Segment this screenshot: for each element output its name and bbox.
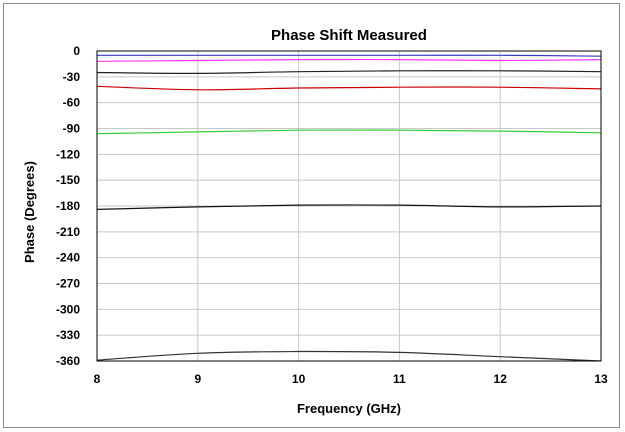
y-tick-label: -300 bbox=[56, 302, 80, 316]
chart-title: Phase Shift Measured bbox=[271, 27, 427, 44]
y-tick-label: 0 bbox=[73, 44, 80, 58]
x-tick-label: 10 bbox=[292, 372, 306, 386]
y-tick-label: -180 bbox=[56, 199, 80, 213]
y-tick-label: -90 bbox=[63, 122, 81, 136]
x-tick-label: 9 bbox=[194, 372, 201, 386]
series-line-5 bbox=[96, 129, 602, 135]
y-tick-label: -120 bbox=[56, 147, 80, 161]
series-line-2 bbox=[96, 58, 602, 62]
x-tick-label: 12 bbox=[494, 372, 508, 386]
x-tick-label: 8 bbox=[94, 372, 101, 386]
x-tick-label: 11 bbox=[393, 372, 406, 386]
plot-area bbox=[96, 50, 602, 362]
y-tick-label: -360 bbox=[56, 354, 80, 368]
y-tick-label: -330 bbox=[56, 328, 80, 342]
series-line-4 bbox=[96, 85, 602, 91]
series-line-7 bbox=[96, 350, 602, 362]
grid bbox=[97, 51, 601, 361]
series-line-3 bbox=[96, 70, 602, 75]
series-line-1 bbox=[97, 54, 602, 57]
y-tick-label: -210 bbox=[56, 225, 80, 239]
series-group bbox=[96, 54, 602, 362]
x-axis-label: Frequency (GHz) bbox=[297, 401, 401, 416]
y-tick-label: -240 bbox=[56, 251, 80, 265]
y-tick-label: -150 bbox=[56, 173, 80, 187]
x-tick-label: 13 bbox=[594, 372, 608, 386]
y-tick-label: -60 bbox=[63, 96, 81, 110]
y-tick-label: -30 bbox=[63, 70, 81, 84]
y-tick-label: -270 bbox=[56, 277, 80, 291]
series-line-6 bbox=[96, 204, 602, 210]
y-axis-label: Phase (Degrees) bbox=[22, 161, 37, 263]
tick-labels: 8 9 10 11 12 13 0 -30 -60 -90 -120 -150 -180 -210 -240… bbox=[56, 44, 608, 386]
